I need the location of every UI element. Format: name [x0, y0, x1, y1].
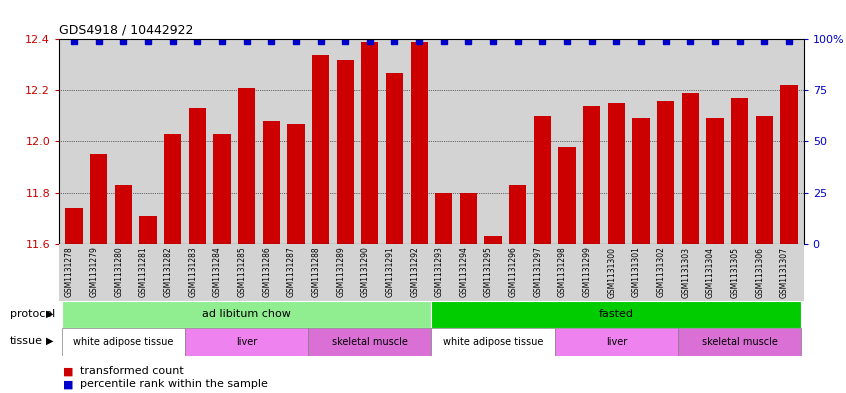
- Text: ▶: ▶: [46, 309, 53, 319]
- Text: GSM1131295: GSM1131295: [484, 246, 493, 298]
- Bar: [115, 185, 132, 244]
- Text: GSM1131299: GSM1131299: [583, 246, 591, 298]
- Text: liver: liver: [606, 337, 627, 347]
- Text: GSM1131291: GSM1131291: [386, 246, 394, 297]
- Bar: [558, 147, 575, 244]
- Bar: [632, 118, 650, 244]
- Bar: [262, 121, 280, 244]
- Text: GSM1131298: GSM1131298: [558, 246, 567, 297]
- Bar: [410, 42, 428, 244]
- Bar: [555, 328, 678, 356]
- Bar: [62, 301, 431, 328]
- Bar: [460, 193, 477, 244]
- Text: transformed count: transformed count: [80, 366, 184, 376]
- Text: GSM1131286: GSM1131286: [262, 246, 272, 297]
- Text: GSM1131304: GSM1131304: [706, 246, 715, 298]
- Text: skeletal muscle: skeletal muscle: [701, 337, 777, 347]
- Bar: [312, 55, 329, 244]
- Text: GSM1131297: GSM1131297: [533, 246, 542, 298]
- Bar: [386, 72, 403, 244]
- Bar: [431, 328, 555, 356]
- Text: GDS4918 / 10442922: GDS4918 / 10442922: [59, 24, 194, 37]
- Text: GSM1131292: GSM1131292: [410, 246, 419, 297]
- Text: GSM1131285: GSM1131285: [238, 246, 246, 297]
- Text: GSM1131278: GSM1131278: [65, 246, 74, 297]
- Bar: [90, 154, 107, 244]
- Bar: [509, 185, 526, 244]
- Text: GSM1131283: GSM1131283: [189, 246, 197, 297]
- Text: GSM1131301: GSM1131301: [632, 246, 641, 298]
- Bar: [140, 215, 157, 244]
- Text: GSM1131280: GSM1131280: [114, 246, 124, 297]
- Bar: [185, 328, 308, 356]
- Text: GSM1131279: GSM1131279: [90, 246, 99, 298]
- Bar: [189, 108, 206, 244]
- Bar: [164, 134, 181, 244]
- Text: GSM1131294: GSM1131294: [459, 246, 469, 298]
- Bar: [534, 116, 551, 244]
- Text: GSM1131306: GSM1131306: [755, 246, 764, 298]
- Text: GSM1131305: GSM1131305: [731, 246, 739, 298]
- Bar: [731, 98, 748, 244]
- Bar: [337, 60, 354, 244]
- Bar: [657, 101, 674, 244]
- Bar: [308, 328, 431, 356]
- Text: ▶: ▶: [46, 336, 53, 346]
- Bar: [678, 328, 801, 356]
- Text: GSM1131307: GSM1131307: [780, 246, 789, 298]
- Bar: [435, 193, 453, 244]
- Bar: [583, 106, 601, 244]
- Text: tissue: tissue: [10, 336, 43, 346]
- Text: ad libitum chow: ad libitum chow: [202, 309, 291, 320]
- Text: white adipose tissue: white adipose tissue: [73, 337, 173, 347]
- Bar: [607, 103, 625, 244]
- Text: percentile rank within the sample: percentile rank within the sample: [80, 379, 268, 389]
- Text: GSM1131296: GSM1131296: [508, 246, 518, 298]
- Text: ■: ■: [63, 379, 74, 389]
- Text: GSM1131289: GSM1131289: [336, 246, 345, 297]
- Text: GSM1131303: GSM1131303: [681, 246, 690, 298]
- Text: GSM1131287: GSM1131287: [287, 246, 296, 297]
- Bar: [213, 134, 231, 244]
- Bar: [361, 42, 378, 244]
- Text: white adipose tissue: white adipose tissue: [443, 337, 543, 347]
- Bar: [62, 328, 185, 356]
- Bar: [65, 208, 83, 244]
- Text: GSM1131290: GSM1131290: [361, 246, 370, 298]
- Text: GSM1131284: GSM1131284: [213, 246, 222, 297]
- Text: GSM1131302: GSM1131302: [656, 246, 666, 298]
- Text: GSM1131288: GSM1131288: [311, 246, 321, 297]
- Text: protocol: protocol: [10, 309, 55, 319]
- Bar: [238, 88, 255, 244]
- Text: skeletal muscle: skeletal muscle: [332, 337, 408, 347]
- Text: GSM1131281: GSM1131281: [139, 246, 148, 297]
- Text: GSM1131293: GSM1131293: [435, 246, 444, 298]
- Text: liver: liver: [236, 337, 257, 347]
- Bar: [780, 85, 798, 244]
- Text: GSM1131282: GSM1131282: [163, 246, 173, 297]
- Bar: [288, 123, 305, 244]
- Text: fasted: fasted: [599, 309, 634, 320]
- Bar: [431, 301, 801, 328]
- Text: GSM1131300: GSM1131300: [607, 246, 617, 298]
- Bar: [682, 93, 699, 244]
- Bar: [706, 118, 723, 244]
- Bar: [485, 236, 502, 244]
- Text: ■: ■: [63, 366, 74, 376]
- Bar: [755, 116, 773, 244]
